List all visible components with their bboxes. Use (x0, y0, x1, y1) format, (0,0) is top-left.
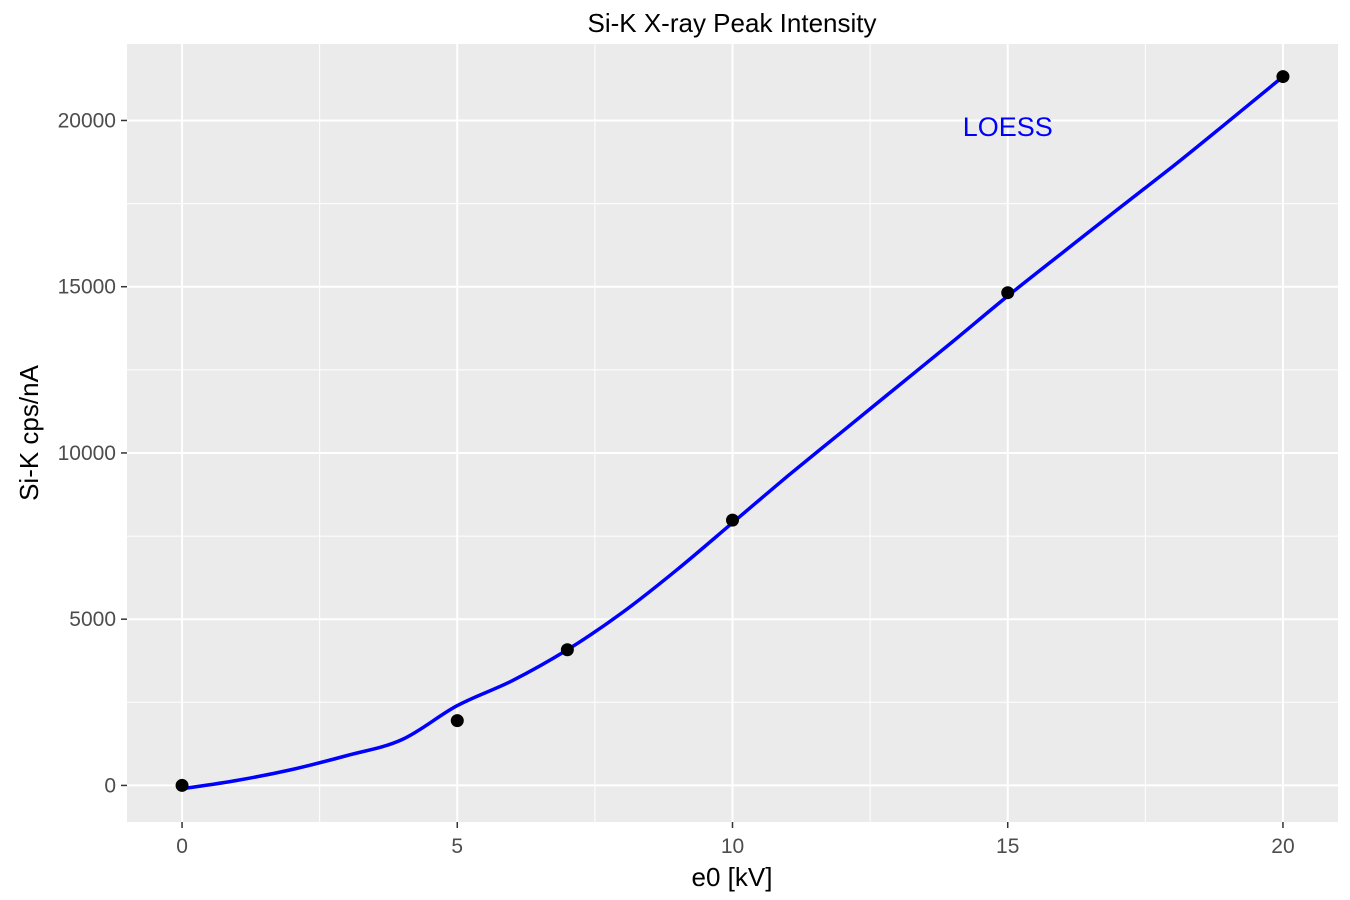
x-tick-label: 5 (451, 835, 463, 858)
data-point (560, 643, 574, 657)
loess-annotation: LOESS (963, 112, 1053, 142)
data-points (175, 70, 1290, 792)
data-point (175, 778, 189, 792)
loess-curve (180, 74, 1285, 791)
y-tick-label: 20000 (58, 109, 116, 132)
data-point (1276, 70, 1290, 84)
x-tick-label: 20 (1271, 835, 1294, 858)
loess-fit (180, 74, 1285, 791)
x-tick-label: 0 (176, 835, 188, 858)
y-tick-label: 10000 (58, 442, 116, 465)
axis-ticks: 0 5 10 15 20 0 5000 10000 15000 20000 (58, 109, 1295, 858)
x-tick-label: 10 (721, 835, 744, 858)
x-tick-label: 15 (996, 835, 1019, 858)
x-axis-label: e0 [kV] (692, 862, 773, 892)
y-tick-label: 0 (104, 774, 116, 797)
data-point (1001, 286, 1015, 300)
y-tick-label: 15000 (58, 276, 116, 299)
y-axis-label: Si-K cps/nA (14, 364, 44, 500)
y-tick-label: 5000 (69, 608, 116, 631)
data-point (726, 513, 739, 527)
grid-lines (127, 44, 1338, 822)
data-point (450, 714, 464, 728)
chart-title: Si-K X-ray Peak Intensity (588, 8, 877, 38)
